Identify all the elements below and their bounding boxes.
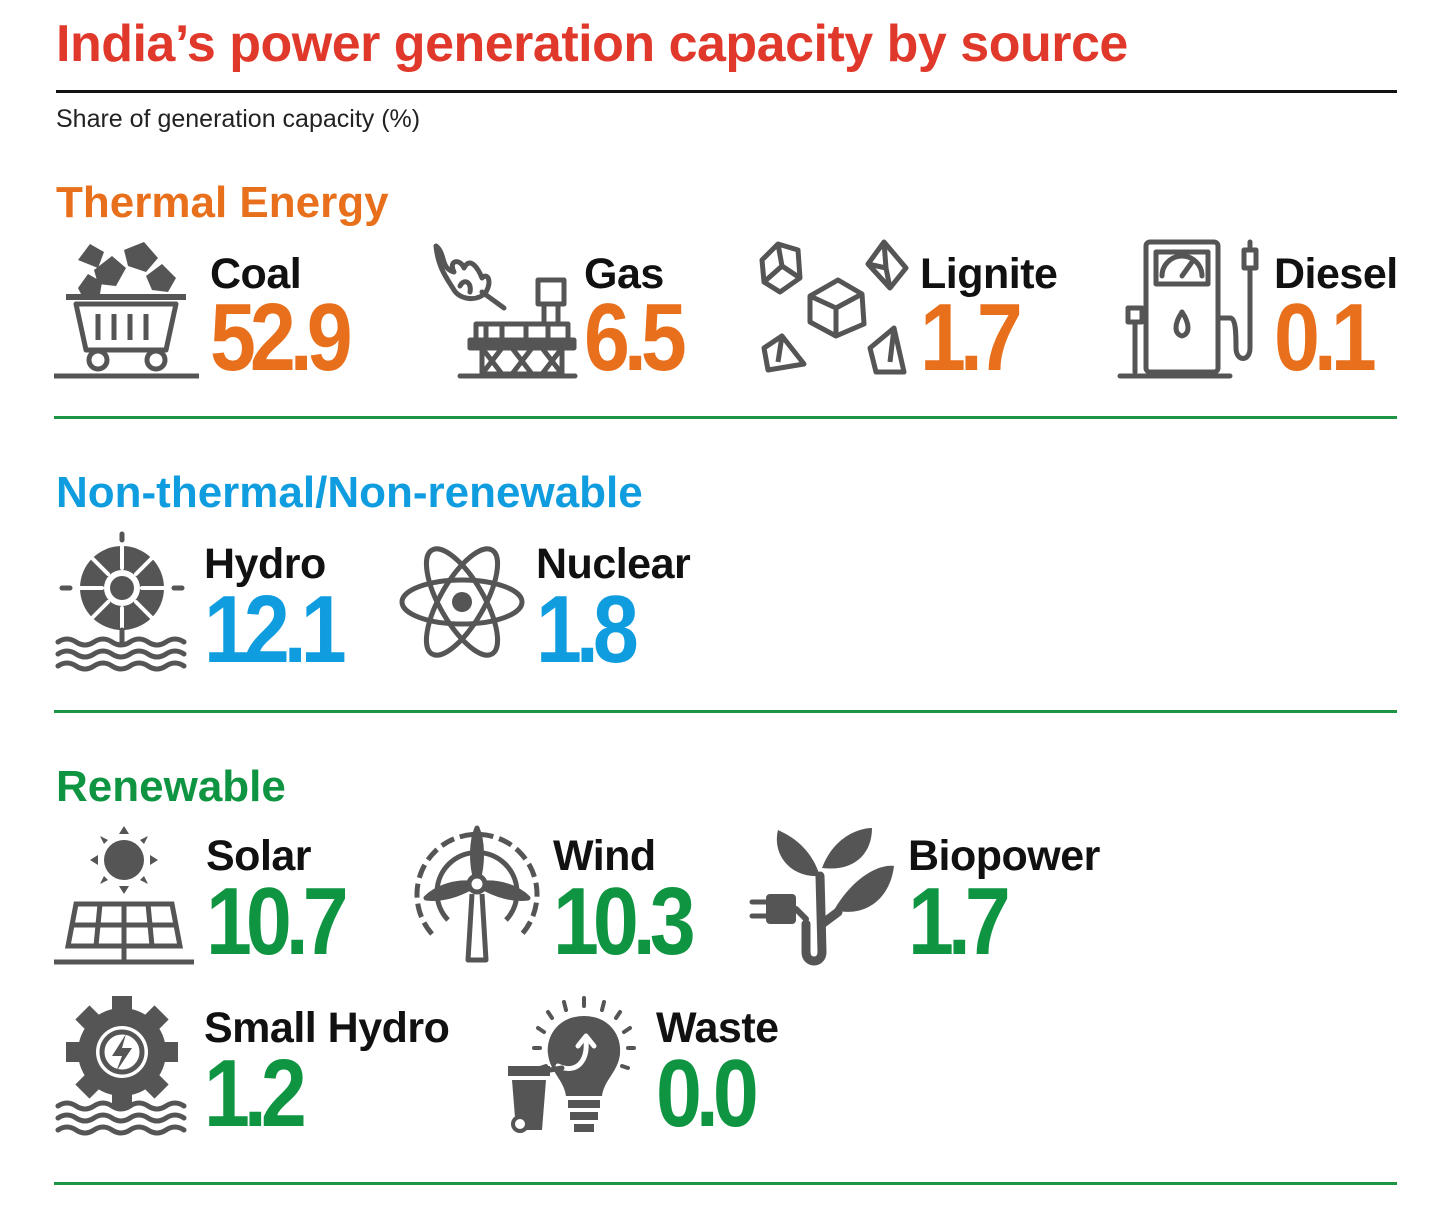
hydro-turbine-icon (54, 531, 192, 672)
non-thermal-divider (54, 710, 1397, 713)
value-biopower: 1.7 (908, 868, 1011, 975)
label-hydro: Hydro (204, 540, 326, 588)
value-coal: 52.9 (210, 284, 353, 391)
label-nuclear: Nuclear (536, 540, 691, 588)
section-thermal-heading: Thermal Energy (56, 178, 389, 227)
value-hydro: 12.1 (204, 576, 347, 683)
gas-rig-icon (430, 238, 578, 380)
bulb-bin-icon (500, 996, 645, 1138)
fuel-pump-icon (1117, 238, 1265, 380)
value-wind: 10.3 (553, 868, 696, 975)
thermal-divider (54, 416, 1397, 419)
renewable-divider (54, 1182, 1397, 1185)
wind-turbine-icon (412, 824, 542, 966)
solar-panel-icon (54, 824, 194, 966)
lignite-rocks-icon (756, 238, 916, 380)
value-gas: 6.5 (584, 284, 687, 391)
label-small-hydro: Small Hydro (204, 1004, 450, 1052)
label-diesel: Diesel (1274, 250, 1398, 298)
label-waste: Waste (656, 1004, 779, 1052)
label-gas: Gas (584, 250, 664, 298)
label-solar: Solar (206, 832, 312, 880)
label-biopower: Biopower (908, 832, 1100, 880)
section-renewable-heading: Renewable (56, 762, 286, 811)
chart-subtitle: Share of generation capacity (%) (56, 105, 421, 133)
gear-bolt-icon (54, 996, 192, 1138)
label-wind: Wind (553, 832, 656, 880)
plant-plug-icon (749, 824, 900, 966)
title-divider (56, 90, 1397, 93)
value-nuclear: 1.8 (536, 576, 639, 683)
value-lignite: 1.7 (920, 284, 1023, 391)
coal-cart-icon (54, 238, 199, 380)
atom-icon (398, 532, 526, 672)
value-diesel: 0.1 (1274, 284, 1377, 391)
value-solar: 10.7 (206, 868, 349, 975)
value-small-hydro: 1.2 (204, 1040, 307, 1147)
section-non-thermal-heading: Non-thermal/Non-renewable (56, 468, 643, 517)
label-coal: Coal (210, 250, 302, 298)
value-waste: 0.0 (656, 1040, 759, 1147)
chart-title: India’s power generation capacity by sou… (56, 15, 1128, 73)
label-lignite: Lignite (920, 250, 1058, 298)
